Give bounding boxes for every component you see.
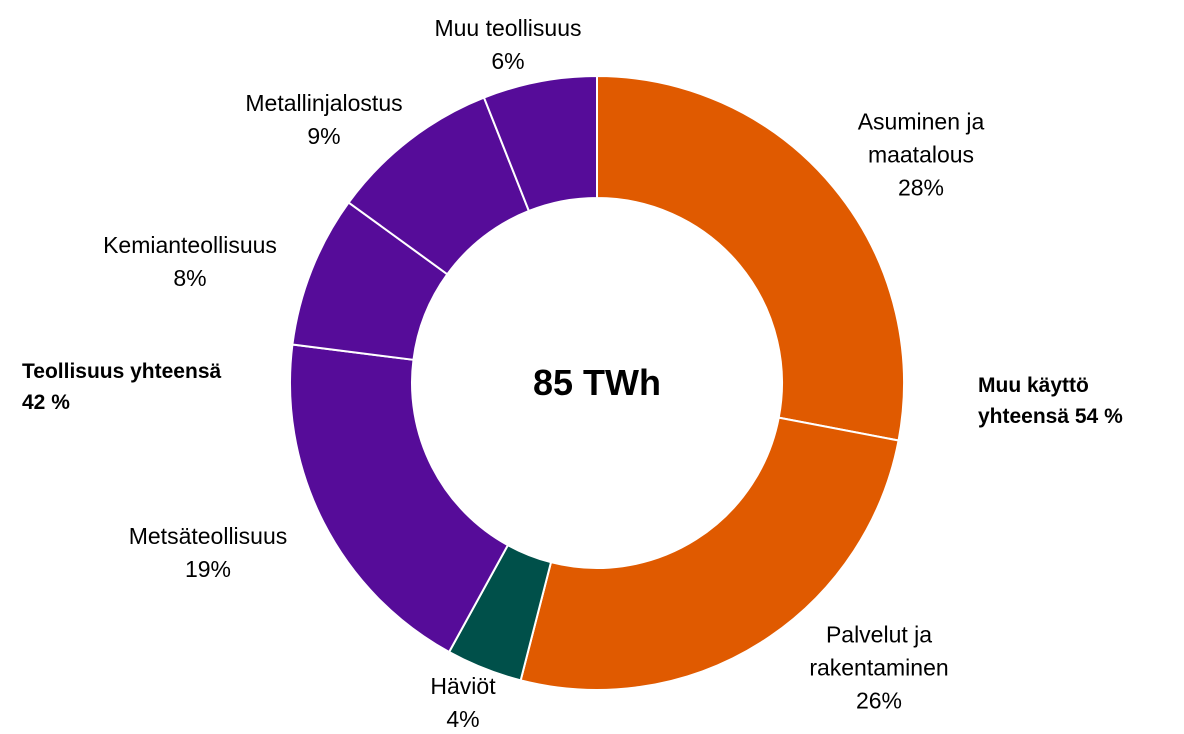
- slice-label: Häviöt 4%: [430, 670, 495, 734]
- category-label: Metallinjalostus: [245, 90, 403, 116]
- annotation: Teollisuus yhteensä 42 %: [22, 360, 222, 414]
- value-label: 8%: [173, 265, 207, 291]
- slice-label: Asuminen ja maatalous 28%: [834, 106, 1009, 205]
- value-label: 19%: [184, 556, 232, 582]
- category-label: Kemianteollisuus: [103, 232, 277, 258]
- slice: [289, 343, 510, 654]
- value-label: 9%: [307, 123, 341, 149]
- category-label: Asuminen ja maatalous: [857, 108, 985, 168]
- slice-label: Metsäteollisuus 19%: [129, 520, 288, 586]
- slice: [519, 416, 900, 691]
- value-label: 28%: [897, 174, 945, 201]
- category-label: Muu teollisuus: [434, 15, 582, 41]
- slice-label: Kemianteollisuus 8%: [103, 229, 277, 295]
- slice: [482, 74, 598, 213]
- value-label: 6%: [491, 48, 525, 74]
- value-label: 4%: [446, 706, 480, 732]
- slice-label: Metallinjalostus 9%: [245, 87, 402, 153]
- category-label: Metsäteollisuus: [128, 523, 288, 549]
- category-label: Häviöt: [430, 673, 496, 699]
- annotation: Muu käyttö yhteensä 54 %: [978, 374, 1123, 428]
- center-label: 85 TWh: [532, 362, 662, 403]
- category-label: Palvelut ja rakentaminen: [809, 621, 949, 681]
- slice: [596, 74, 905, 442]
- slice-label: Muu teollisuus 6%: [434, 12, 581, 78]
- slice-label: Palvelut ja rakentaminen 26%: [782, 619, 977, 718]
- value-label: 26%: [855, 687, 903, 714]
